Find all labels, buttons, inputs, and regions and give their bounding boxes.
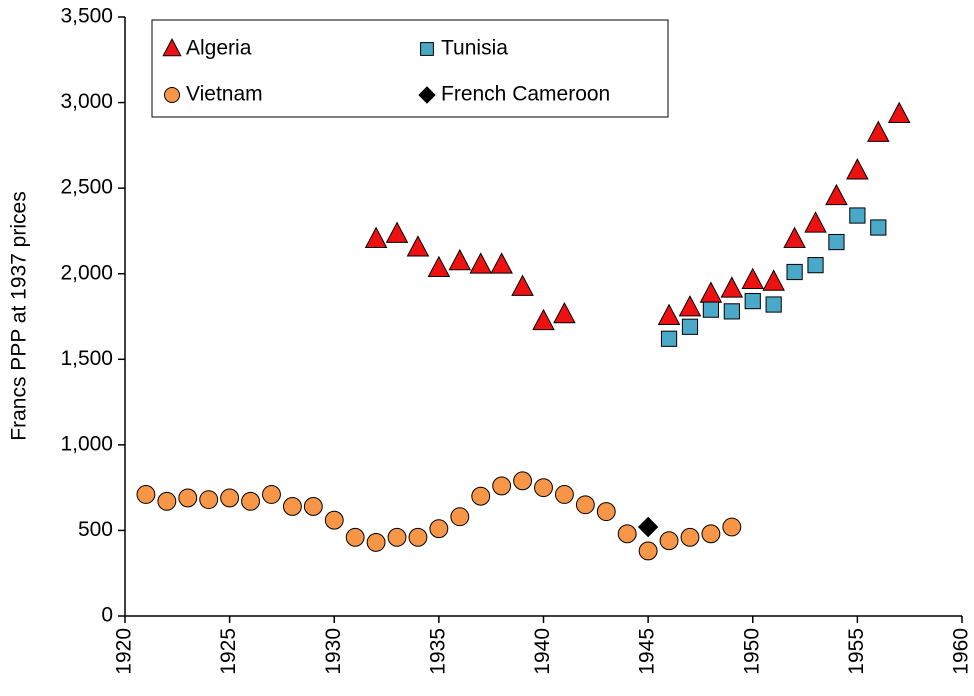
triangle-marker <box>657 303 681 325</box>
triangle-marker <box>385 221 409 243</box>
circle-marker <box>534 478 553 498</box>
circle-marker <box>387 527 407 547</box>
circle-marker <box>199 490 219 510</box>
circle-marker <box>163 86 181 104</box>
x-tick-label: 1940 <box>531 628 554 675</box>
square-marker <box>744 292 761 310</box>
circle-marker <box>178 488 198 508</box>
circle-marker <box>366 532 386 552</box>
legend-label: Algeria <box>186 37 252 60</box>
circle-marker <box>303 497 323 516</box>
circle-marker <box>617 524 637 544</box>
circle-marker <box>408 527 428 547</box>
circle-marker <box>282 497 302 516</box>
y-tick-label: 3,500 <box>60 5 113 28</box>
x-tick-label: 1925 <box>217 628 240 675</box>
square-marker <box>870 219 887 236</box>
square-marker <box>681 318 699 335</box>
y-tick-label: 3,000 <box>60 90 113 113</box>
circle-marker <box>492 476 512 496</box>
diamond-marker <box>418 86 436 104</box>
square-marker <box>660 330 678 347</box>
circle-marker <box>638 541 658 561</box>
circle-marker <box>324 510 344 530</box>
square-marker <box>807 257 824 274</box>
y-tick-label: 1,500 <box>60 347 113 370</box>
triangle-marker <box>741 267 765 290</box>
triangle-marker <box>846 158 869 180</box>
circle-marker <box>157 491 177 511</box>
legend-label: Tunisia <box>441 37 508 60</box>
square-marker <box>849 207 866 224</box>
x-tick-label: 1945 <box>636 628 659 675</box>
circle-marker <box>450 507 470 527</box>
triangle-marker <box>553 301 576 324</box>
triangle-marker <box>490 252 513 274</box>
triangle-marker <box>448 248 472 271</box>
circle-marker <box>575 495 595 515</box>
triangle-marker <box>720 276 744 298</box>
y-tick-label: 1,000 <box>60 432 113 455</box>
circle-marker <box>680 527 700 547</box>
triangle-marker <box>762 269 785 291</box>
triangle-marker <box>678 295 702 317</box>
square-marker <box>786 263 803 281</box>
circle-marker <box>722 517 742 537</box>
y-axis-label: Francs PPP at 1937 prices <box>8 191 31 440</box>
circle-marker <box>262 485 281 504</box>
circle-marker <box>596 502 616 522</box>
triangle-marker <box>511 274 534 296</box>
y-tick-label: 0 <box>101 604 113 627</box>
triangle-marker <box>532 308 555 331</box>
legend-label: French Cameroon <box>441 83 610 106</box>
x-tick-label: 1930 <box>322 628 345 675</box>
x-tick-label: 1920 <box>113 628 136 675</box>
triangle-marker <box>469 252 493 274</box>
square-marker <box>765 296 782 313</box>
circle-marker <box>554 485 574 504</box>
circle-marker <box>136 485 156 504</box>
x-tick-label: 1950 <box>740 628 763 675</box>
triangle-marker <box>162 38 182 57</box>
triangle-marker <box>427 255 451 278</box>
y-tick-label: 500 <box>78 518 113 541</box>
circle-marker <box>513 471 533 491</box>
x-tick-label: 1960 <box>950 628 973 675</box>
square-marker <box>723 303 740 320</box>
y-tick-label: 2,000 <box>60 261 113 284</box>
circle-marker <box>659 531 679 551</box>
x-tick-label: 1935 <box>426 628 449 675</box>
circle-marker <box>220 488 240 508</box>
triangle-marker <box>804 211 827 233</box>
legend-label: Vietnam <box>186 83 263 106</box>
triangle-marker <box>364 226 388 248</box>
triangle-marker <box>406 235 430 257</box>
circle-marker <box>429 519 449 539</box>
circle-marker <box>701 524 721 544</box>
square-marker <box>828 233 845 251</box>
circle-marker <box>345 527 365 547</box>
triangle-marker <box>867 120 890 142</box>
circle-marker <box>471 486 491 506</box>
square-marker <box>420 42 434 56</box>
square-marker <box>702 301 719 318</box>
circle-marker <box>241 491 260 511</box>
triangle-marker <box>699 281 723 303</box>
triangle-marker <box>887 101 911 124</box>
triangle-marker <box>783 226 806 248</box>
x-tick-label: 1955 <box>845 628 868 675</box>
y-tick-label: 2,500 <box>60 176 113 199</box>
triangle-marker <box>825 183 848 206</box>
legend-box <box>151 19 669 118</box>
diamond-marker <box>637 516 659 538</box>
